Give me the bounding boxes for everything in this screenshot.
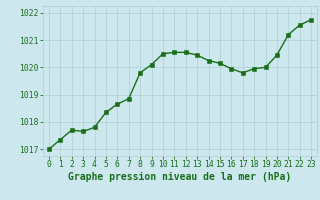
X-axis label: Graphe pression niveau de la mer (hPa): Graphe pression niveau de la mer (hPa) [68,172,292,182]
